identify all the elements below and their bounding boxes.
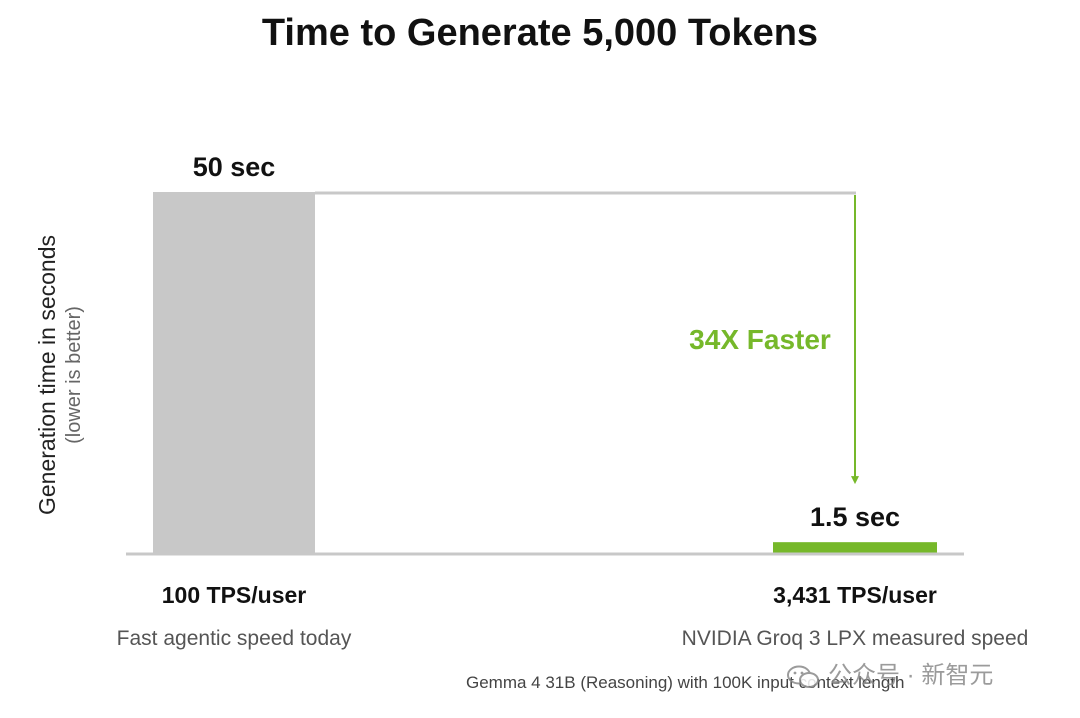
- watermark: 公众号 · 新智元: [786, 655, 993, 690]
- y-axis-title: Generation time in seconds: [34, 235, 61, 515]
- wechat-icon: [787, 665, 819, 688]
- y-axis-note: (lower is better): [62, 306, 85, 444]
- footnote: Gemma 4 31B (Reasoning) with 100K input …: [466, 673, 905, 692]
- category-label-2: 3,431 TPS/user NVIDIA Groq 3 LPX measure…: [655, 582, 1055, 651]
- bar-2: [773, 542, 937, 553]
- category-metric-1: 100 TPS/user: [161, 582, 307, 608]
- y-axis-label: Generation time in seconds (lower is bet…: [34, 235, 86, 515]
- annotation-label: 34X Faster: [689, 324, 831, 355]
- data-label-1: 50 sec: [193, 152, 276, 182]
- bar-1: [153, 192, 315, 553]
- category-metric-2: 3,431 TPS/user: [773, 582, 937, 608]
- category-description-1: Fast agentic speed today: [116, 627, 352, 650]
- chart-title: Time to Generate 5,000 Tokens: [261, 12, 819, 54]
- category-label-1: 100 TPS/user Fast agentic speed today: [34, 582, 434, 651]
- category-description-2: NVIDIA Groq 3 LPX measured speed: [681, 627, 1029, 650]
- arrow-head: [851, 476, 859, 485]
- watermark-text: 公众号 · 新智元: [828, 662, 994, 689]
- data-label-2: 1.5 sec: [810, 502, 900, 532]
